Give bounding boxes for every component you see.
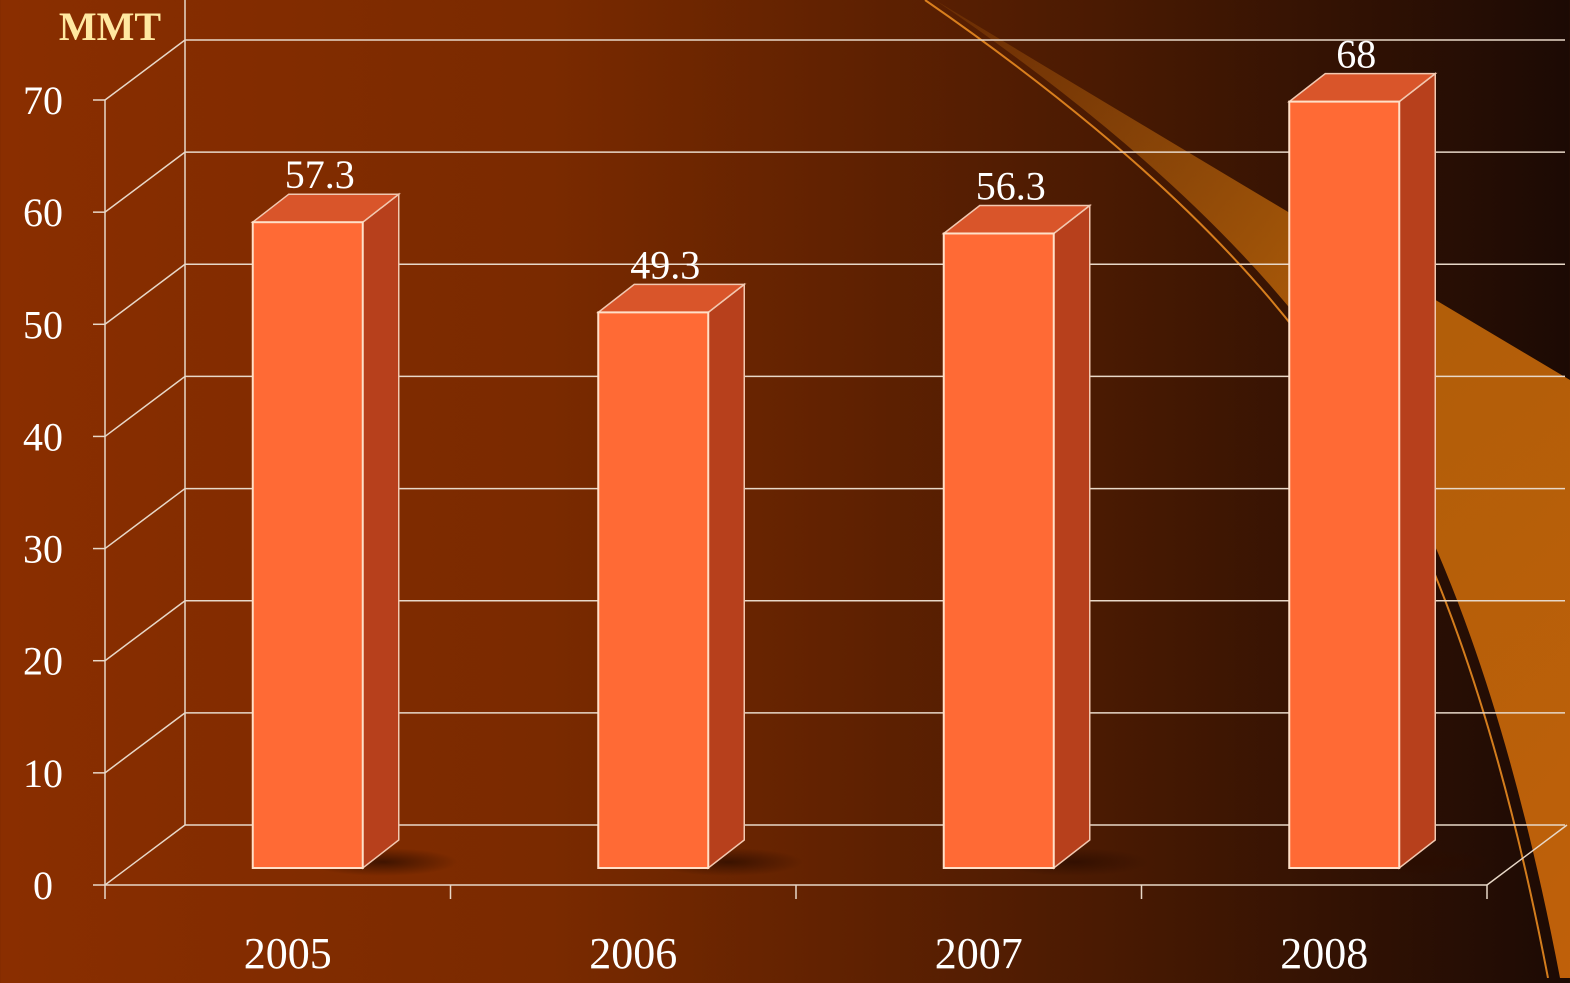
bars: [250, 72, 1495, 876]
bar: [1288, 100, 1401, 869]
data-label: 49.3: [630, 242, 700, 287]
x-tick-label: 2005: [244, 929, 332, 978]
grid-diagonal: [104, 824, 186, 886]
grid-diagonal: [104, 375, 186, 438]
x-tick-label: 2008: [1280, 929, 1368, 978]
bar: [942, 232, 1055, 870]
bar-side: [1398, 72, 1436, 870]
y-tick-label: 30: [23, 527, 63, 572]
grid-diagonal: [104, 263, 186, 325]
data-label: 56.3: [976, 163, 1046, 208]
x-tick-label: 2007: [935, 929, 1023, 978]
y-tick-label: 40: [23, 414, 63, 459]
axes: [93, 99, 1568, 899]
labels: 0 10 20 30 40 50 60 70 57.3 2005 49.3 2006 56.3 2007 6…: [23, 32, 1376, 978]
grid-diagonal: [104, 151, 186, 213]
y-tick-label: 0: [33, 863, 53, 908]
grid-diagonal: [104, 712, 186, 774]
y-tick-label: 60: [23, 190, 63, 235]
y-tick-label: 10: [23, 751, 63, 796]
data-label: 68: [1336, 32, 1376, 77]
bar: [597, 311, 710, 869]
bar-side: [1053, 203, 1091, 870]
grid-diagonal: [104, 487, 186, 550]
x-tick-label: 2006: [589, 929, 677, 978]
y-tick-label: 50: [23, 302, 63, 347]
grid-diagonal: [104, 39, 186, 101]
y-axis-label: MMT: [59, 4, 162, 49]
bar-side: [362, 192, 400, 870]
y-tick-label: 70: [23, 78, 63, 123]
y-tick-label: 20: [23, 639, 63, 684]
grid-diagonal: [104, 600, 186, 662]
bar-side: [707, 282, 745, 870]
bar: [251, 221, 364, 869]
data-label: 57.3: [285, 152, 355, 197]
floor-right-edge: [1486, 824, 1568, 886]
